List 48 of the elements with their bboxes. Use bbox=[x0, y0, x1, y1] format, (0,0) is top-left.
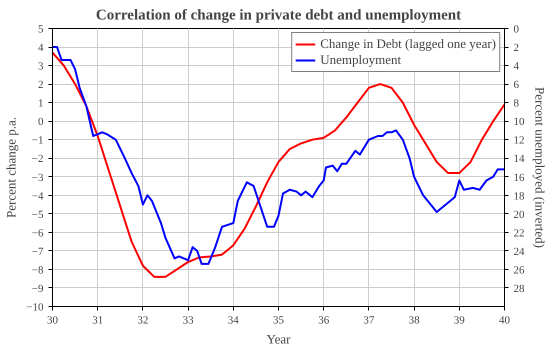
y-tick-label: −1 bbox=[32, 134, 44, 147]
y2-tick-label: 18 bbox=[514, 190, 525, 202]
y2-tick-label: 20 bbox=[514, 208, 525, 221]
y2-tick-label: 10 bbox=[514, 116, 525, 128]
y-tick-label: −5 bbox=[32, 208, 44, 221]
y2-tick-label: 28 bbox=[514, 282, 525, 295]
y-tick-label: −7 bbox=[32, 246, 44, 258]
y-tick-label: −3 bbox=[32, 172, 44, 184]
legend-label: Unemployment bbox=[320, 52, 402, 68]
x-axis-title: Year bbox=[266, 332, 292, 346]
y-tick-label: 3 bbox=[38, 60, 44, 73]
legend-label: Change in Debt (lagged one year) bbox=[320, 36, 496, 52]
y2-tick-label: 26 bbox=[514, 264, 525, 276]
y2-tick-label: 16 bbox=[514, 172, 525, 184]
x-tick-label: 40 bbox=[499, 314, 510, 326]
x-tick-label: 34 bbox=[228, 314, 240, 326]
y-tick-label: −6 bbox=[32, 227, 44, 240]
y2-tick-label: 6 bbox=[514, 79, 520, 92]
y2-tick-label: 24 bbox=[514, 246, 525, 258]
y2-axis-title: Percent unemployed (inverted) bbox=[532, 87, 548, 248]
y2-tick-label: 8 bbox=[514, 98, 520, 110]
y2-tick-label: 14 bbox=[514, 153, 525, 166]
y2-tick-label: 2 bbox=[514, 42, 519, 54]
x-tick-label: 31 bbox=[92, 314, 104, 326]
y2-tick-label: 0 bbox=[514, 24, 520, 36]
x-tick-label: 35 bbox=[273, 314, 284, 326]
y2-tick-label: 12 bbox=[514, 134, 524, 147]
x-tick-label: 39 bbox=[454, 314, 466, 326]
x-tick-label: 32 bbox=[137, 314, 148, 326]
y-tick-label: 1 bbox=[38, 98, 44, 110]
y-tick-label: 5 bbox=[38, 24, 44, 36]
x-tick-label: 38 bbox=[408, 314, 420, 326]
y-tick-label: −9 bbox=[32, 282, 44, 295]
x-tick-label: 33 bbox=[182, 314, 194, 326]
y2-tick-label: 4 bbox=[514, 60, 520, 73]
chart-title: Correlation of change in private debt and unemployment bbox=[96, 8, 462, 24]
y-axis-title: Percent change p.a. bbox=[3, 116, 18, 218]
x-tick-label: 36 bbox=[318, 314, 330, 326]
y-tick-label: −10 bbox=[26, 302, 44, 314]
y-tick-label: 4 bbox=[38, 42, 44, 54]
x-tick-label: 30 bbox=[47, 314, 58, 326]
y-tick-label: −4 bbox=[32, 190, 44, 202]
y-tick-label: 2 bbox=[38, 79, 44, 92]
x-tick-label: 37 bbox=[363, 314, 375, 326]
y-tick-label: −8 bbox=[32, 264, 44, 276]
y-tick-label: 0 bbox=[38, 116, 44, 128]
y2-tick-label: 22 bbox=[514, 227, 524, 240]
y-tick-label: −2 bbox=[32, 153, 44, 166]
